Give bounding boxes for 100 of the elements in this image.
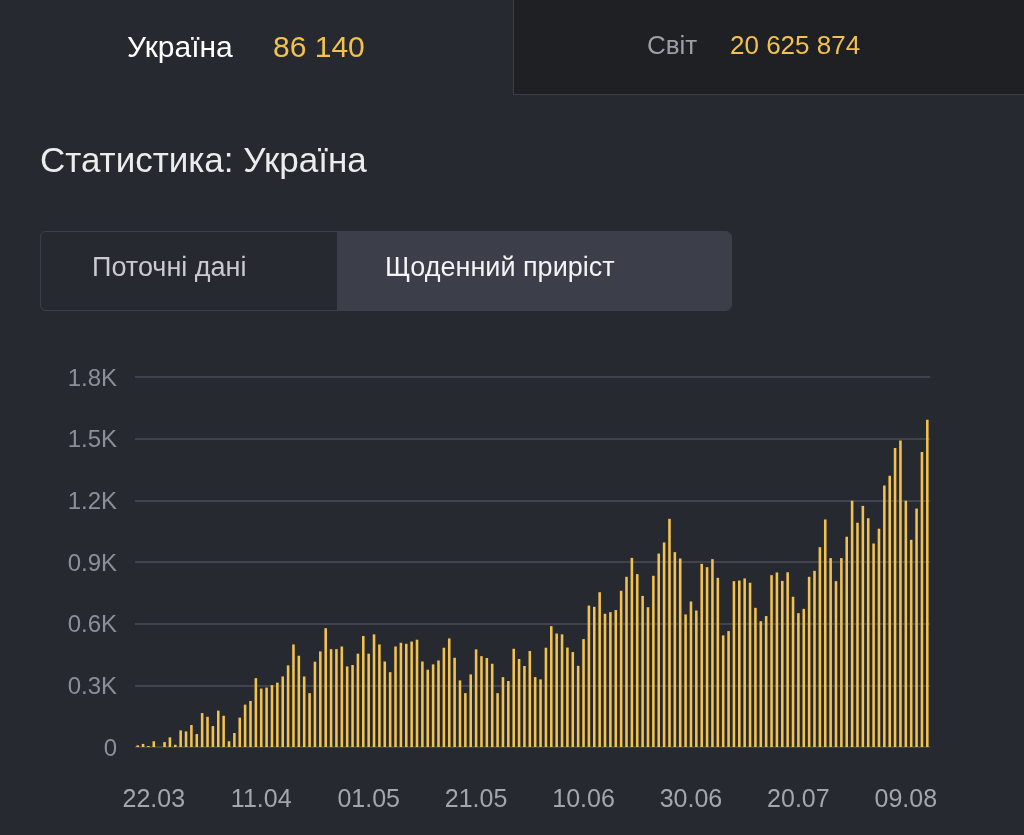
text: 20 625 874 <box>730 30 861 61</box>
bar <box>324 628 327 747</box>
x-tick-label: 30.06 <box>659 783 723 812</box>
bar <box>711 559 714 747</box>
bar <box>490 663 494 747</box>
bar <box>308 693 311 747</box>
bar <box>233 733 236 747</box>
bar <box>206 716 209 747</box>
bar <box>426 669 430 747</box>
bar <box>668 518 671 747</box>
text: Світ <box>647 30 698 61</box>
bar <box>335 649 338 747</box>
bar <box>829 558 832 747</box>
bar <box>641 595 644 747</box>
x-tick-label: 21.05 <box>444 783 508 812</box>
bar <box>598 592 601 747</box>
bar <box>743 578 746 747</box>
bar <box>216 710 220 747</box>
bar <box>883 485 886 747</box>
bar <box>319 651 322 747</box>
bar <box>496 693 499 747</box>
bar <box>635 574 639 747</box>
bar <box>888 475 891 747</box>
bar <box>797 613 800 747</box>
bar <box>872 543 875 747</box>
x-tick-label: 09.08 <box>874 783 938 812</box>
text: 86 140 <box>273 30 365 64</box>
bar <box>625 576 628 747</box>
bar <box>464 693 467 747</box>
bar <box>539 679 542 747</box>
bar <box>652 575 655 747</box>
bar <box>404 643 408 747</box>
bar <box>190 725 193 747</box>
bar <box>222 715 225 747</box>
bar <box>292 644 295 747</box>
y-tick-label: 0.9K <box>67 548 117 576</box>
bar <box>802 608 806 747</box>
y-tick-label: 1.8K <box>67 363 117 391</box>
bar <box>754 607 757 747</box>
bar <box>174 744 177 747</box>
bar <box>866 518 870 747</box>
x-tick-label: 20.07 <box>767 783 830 812</box>
bar <box>351 664 354 747</box>
bar <box>437 660 440 747</box>
y-tick-label: 0.6K <box>67 610 117 638</box>
bar <box>770 575 773 747</box>
bar <box>684 614 687 747</box>
bar <box>614 610 618 747</box>
bar <box>727 631 730 747</box>
bar <box>195 734 199 747</box>
x-tick-label: 10.06 <box>552 783 615 812</box>
bar <box>421 661 424 747</box>
bar <box>383 661 387 747</box>
bar <box>845 536 849 747</box>
y-tick-label: 0.3K <box>67 671 117 699</box>
bar <box>259 688 263 747</box>
bar <box>780 580 784 747</box>
y-tick-label: 0 <box>103 733 117 761</box>
bar <box>592 606 596 747</box>
x-tick-label: 22.03 <box>122 783 186 812</box>
text: Щоденний приріст <box>385 252 615 283</box>
bar <box>609 612 612 747</box>
bar <box>571 652 575 747</box>
bar <box>163 742 166 747</box>
bar <box>786 572 789 747</box>
bar <box>512 648 515 747</box>
bar <box>367 653 370 747</box>
bar <box>179 730 182 747</box>
chart-title: Статистика: Україна <box>40 140 367 180</box>
bar <box>899 440 902 747</box>
bar <box>823 519 827 747</box>
bar <box>555 633 558 747</box>
bar <box>447 638 451 747</box>
bar <box>249 700 252 747</box>
bar <box>265 687 268 747</box>
bar <box>813 570 816 747</box>
bar <box>394 646 397 747</box>
text: Україна <box>127 30 233 64</box>
bar <box>453 657 456 747</box>
x-tick-label: 01.05 <box>337 783 400 812</box>
bar <box>281 676 285 747</box>
bar <box>276 682 279 747</box>
x-tick-label: 11.04 <box>230 783 292 812</box>
bar <box>566 647 569 747</box>
bar <box>469 674 473 747</box>
bar <box>926 419 929 747</box>
y-tick-label: 1.2K <box>67 486 117 514</box>
bar <box>695 610 698 747</box>
bar <box>362 636 365 747</box>
bar <box>550 626 553 747</box>
bar <box>678 558 682 747</box>
text: Поточні дані <box>92 252 247 283</box>
bar <box>840 558 843 747</box>
bar <box>480 656 483 747</box>
bar <box>915 508 918 747</box>
bar <box>378 644 381 747</box>
bar <box>700 563 703 747</box>
y-tick-label: 1.5K <box>67 425 117 453</box>
bar <box>738 580 741 747</box>
bar <box>582 639 585 747</box>
